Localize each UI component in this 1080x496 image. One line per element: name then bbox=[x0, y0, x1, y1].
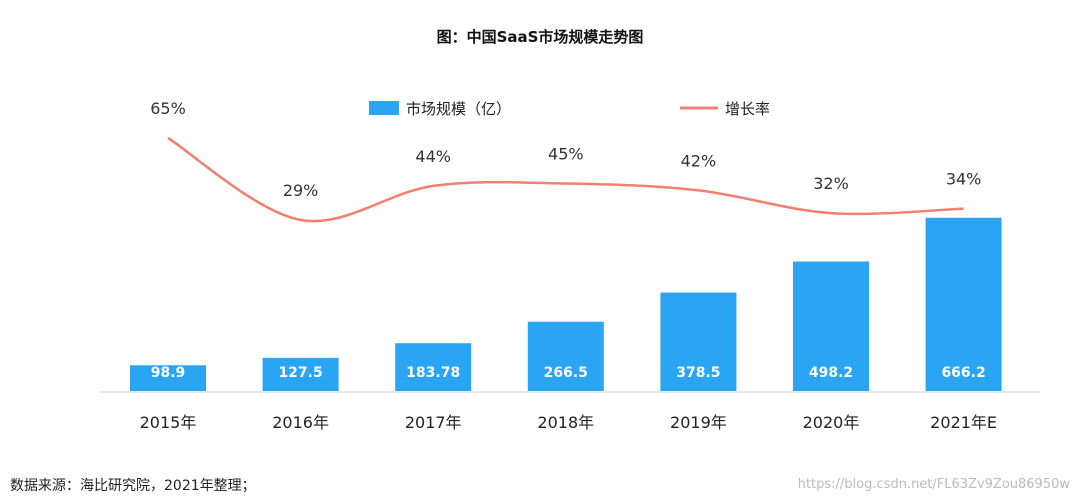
bar-value-label-4: 378.5 bbox=[676, 365, 720, 381]
rate-label-5: 32% bbox=[813, 174, 849, 193]
legend-bar-swatch bbox=[369, 101, 399, 115]
bar-2 bbox=[395, 343, 472, 391]
x-tick-label-0: 2015年 bbox=[140, 413, 197, 432]
chart-title: 图：中国SaaS市场规模走势图 bbox=[437, 28, 644, 46]
source-note: 数据来源：海比研究院，2021年整理； bbox=[10, 478, 256, 494]
rate-label-3: 45% bbox=[548, 145, 584, 164]
bar-5 bbox=[793, 261, 869, 391]
x-tick-label-5: 2020年 bbox=[803, 413, 860, 432]
x-tick-label-1: 2016年 bbox=[272, 413, 329, 432]
legend-bar-label: 市场规模（亿） bbox=[406, 100, 511, 118]
rate-label-2: 44% bbox=[415, 147, 451, 166]
bar-value-label-2: 183.78 bbox=[406, 365, 460, 381]
bar-4 bbox=[660, 292, 737, 391]
bar-6 bbox=[925, 217, 1002, 391]
bar-value-label-3: 266.5 bbox=[544, 365, 588, 381]
bar-value-label-1: 127.5 bbox=[278, 365, 322, 381]
rate-label-4: 42% bbox=[681, 151, 717, 170]
bar-0 bbox=[130, 365, 206, 391]
legend: 市场规模（亿） 增长率 bbox=[369, 100, 770, 118]
bar-value-label-0: 98.9 bbox=[151, 365, 186, 381]
bar-value-labels: 98.9 127.5 183.78 266.5 378.5 498.2 666.2 bbox=[151, 365, 986, 381]
rate-label-6: 34% bbox=[946, 170, 982, 189]
bar-value-label-5: 498.2 bbox=[809, 365, 853, 381]
rate-label-0: 65% bbox=[150, 99, 186, 118]
growth-rate-line bbox=[167, 136, 964, 223]
bar-3 bbox=[527, 321, 604, 391]
x-tick-label-2: 2017年 bbox=[405, 413, 462, 432]
x-axis-tick-labels: 2015年 2016年 2017年 2018年 2019年 2020年 2021年E bbox=[140, 413, 997, 432]
x-tick-label-6: 2021年E bbox=[930, 413, 997, 432]
x-tick-label-4: 2019年 bbox=[670, 413, 727, 432]
bar-series bbox=[130, 217, 1002, 391]
watermark-url: https://blog.csdn.net/FL63Zv9Zou86950w bbox=[798, 477, 1071, 492]
rate-label-1: 29% bbox=[283, 181, 319, 200]
growth-rate-labels: 65% 29% 44% 45% 42% 32% 34% bbox=[150, 99, 981, 200]
bar-value-label-6: 666.2 bbox=[941, 365, 985, 381]
legend-line-label: 增长率 bbox=[725, 100, 770, 118]
bar-1 bbox=[262, 357, 339, 391]
x-tick-label-3: 2018年 bbox=[537, 413, 594, 432]
